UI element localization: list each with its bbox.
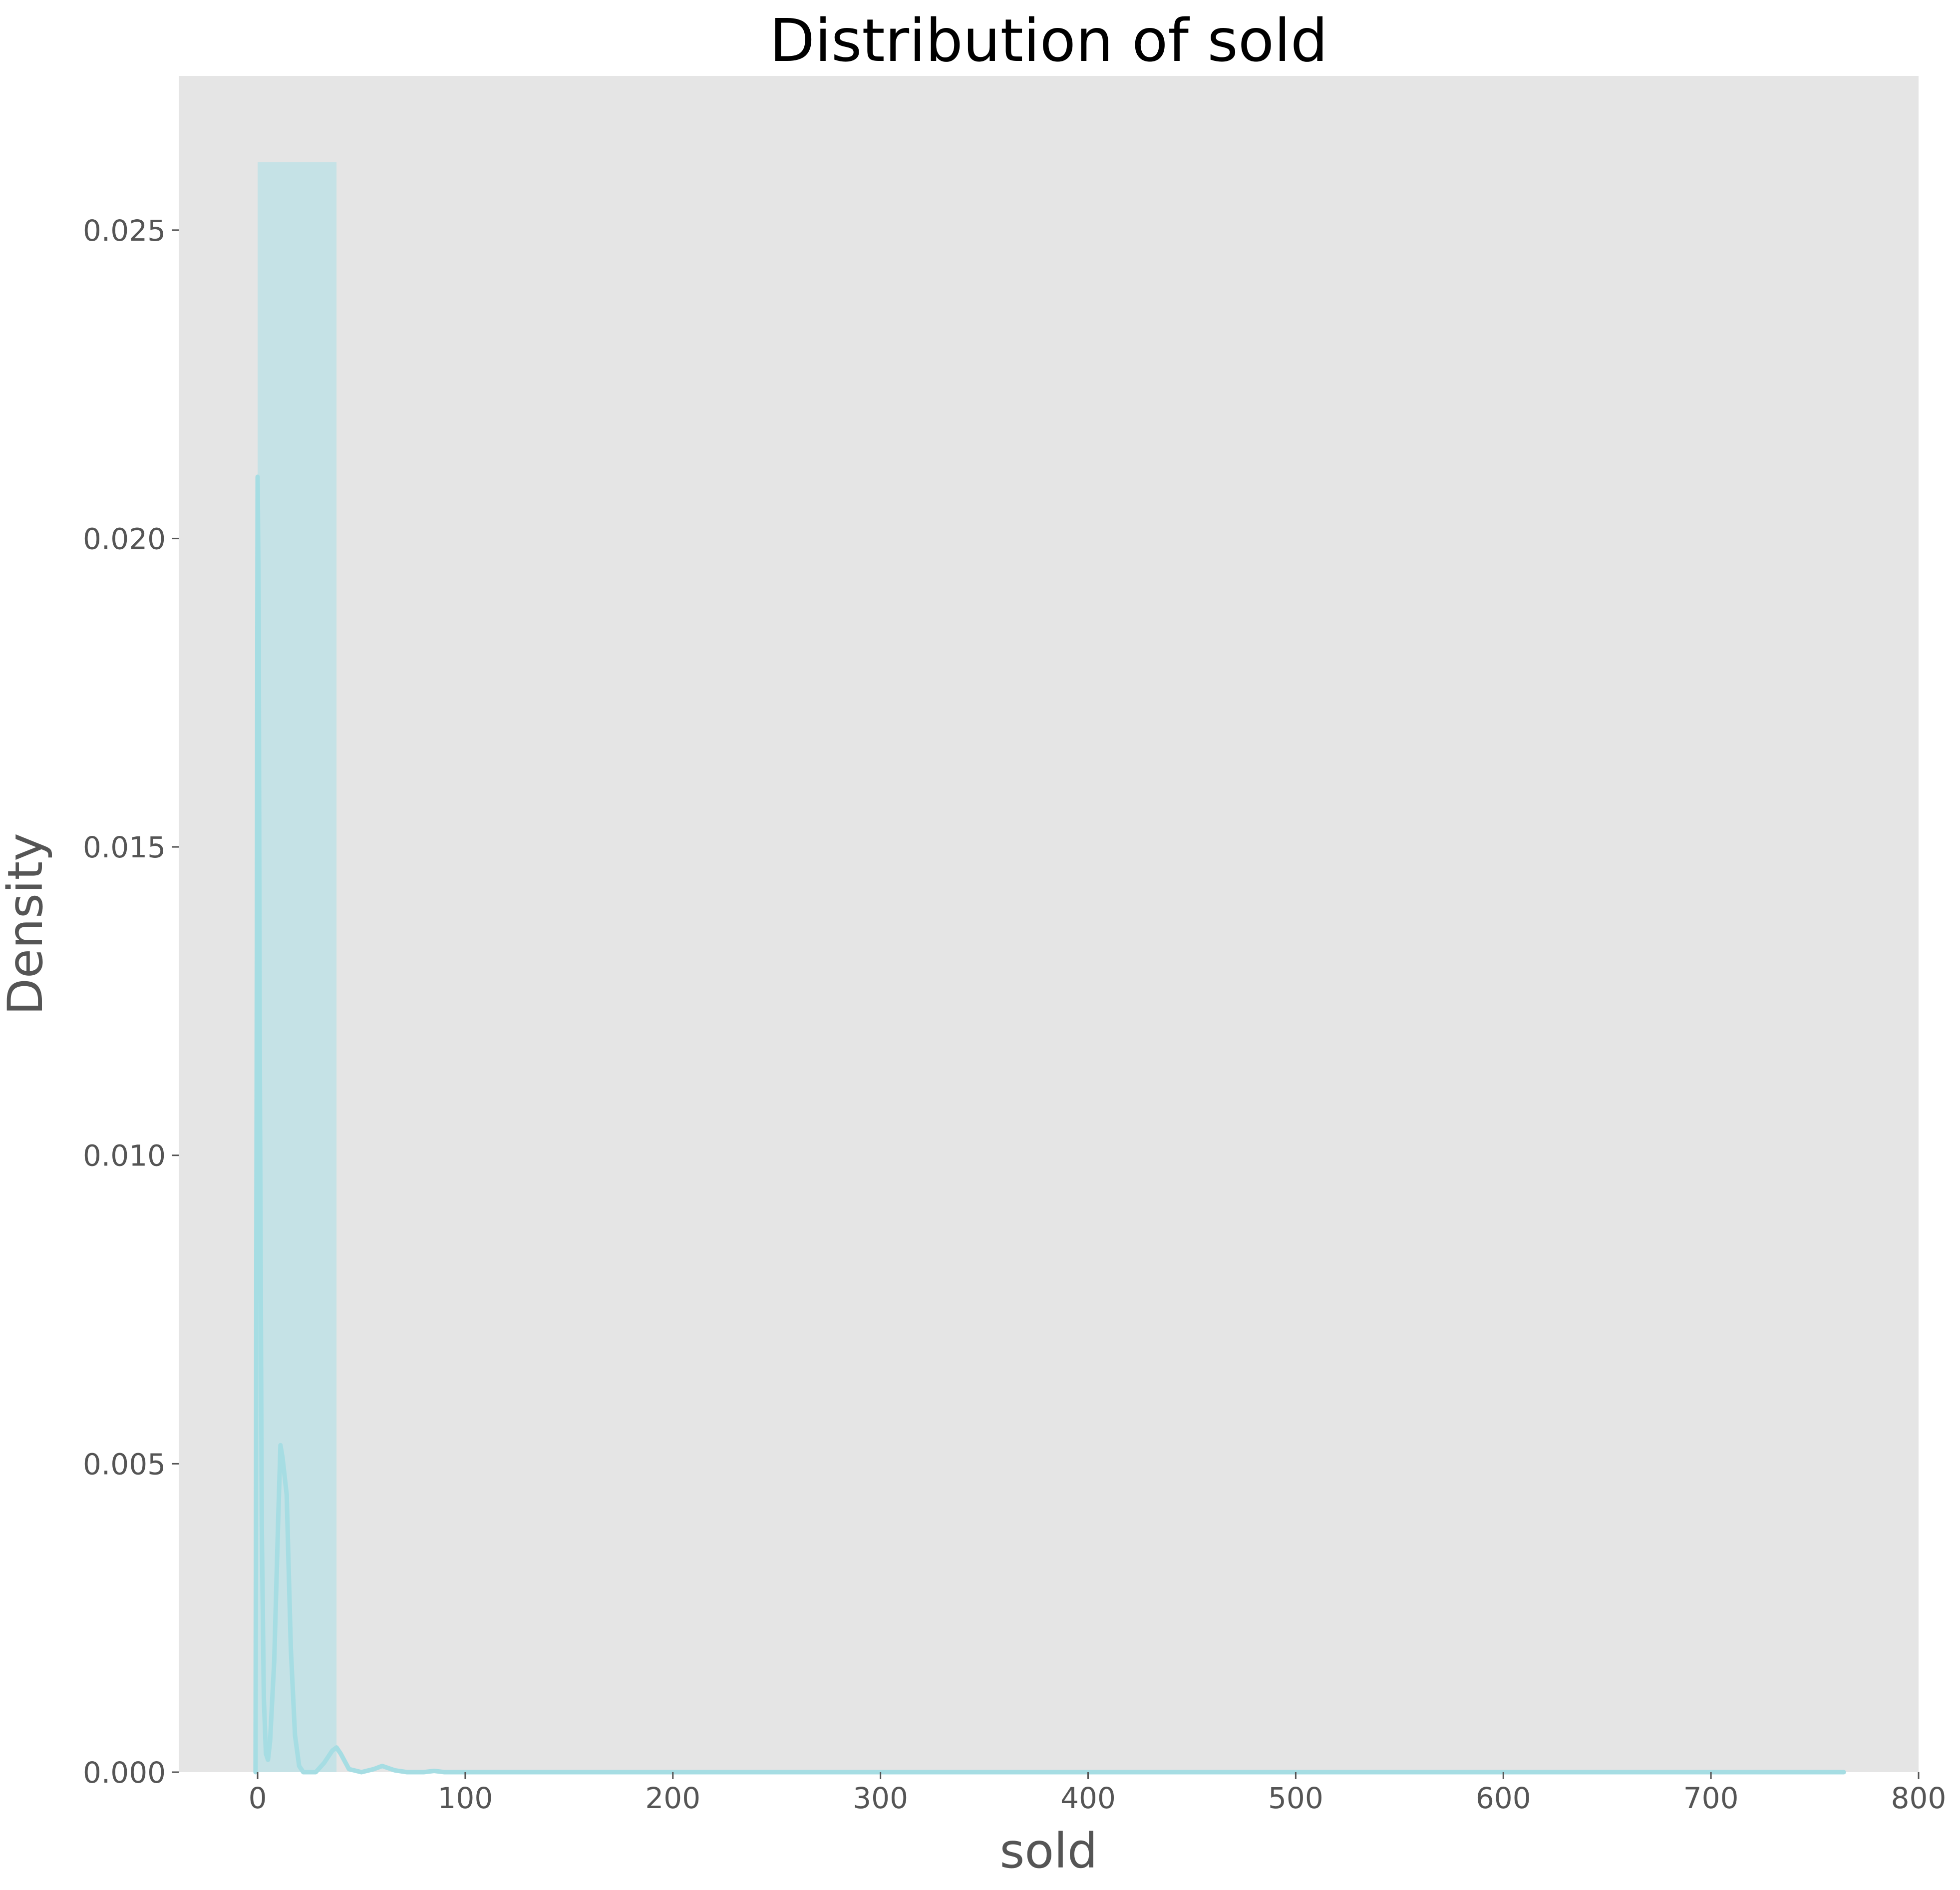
y-tick-label-3: 0.015 [83,830,166,864]
kde-line [253,474,1846,1775]
x-tick-label-5: 500 [1268,1781,1323,1815]
y-tick-label-4: 0.020 [83,522,166,556]
x-tick-label-4: 400 [1060,1781,1116,1815]
x-tick-label-8: 800 [1891,1781,1947,1815]
x-axis: 0 100 200 300 400 500 600 700 800 [249,1772,1947,1815]
y-tick-label-2: 0.010 [83,1139,166,1173]
x-tick-label-1: 100 [438,1781,493,1815]
histogram-bars [258,162,337,1772]
x-tick-label-2: 200 [645,1781,700,1815]
x-tick-label-3: 300 [853,1781,908,1815]
y-axis-label: Density [0,833,53,1015]
y-axis: 0.000 0.005 0.010 0.015 0.020 0.025 [83,214,179,1790]
y-tick-label-5: 0.025 [83,214,166,248]
y-tick-label-1: 0.005 [83,1447,166,1481]
chart-title: Distribution of sold [769,6,1328,75]
plot-background [179,76,1919,1772]
y-tick-label-0: 0.000 [83,1756,166,1790]
x-tick-label-6: 600 [1476,1781,1531,1815]
x-tick-label-7: 700 [1683,1781,1739,1815]
x-tick-label-0: 0 [249,1781,267,1815]
histogram-bar-0 [258,162,337,1772]
x-axis-label: sold [999,1823,1097,1879]
